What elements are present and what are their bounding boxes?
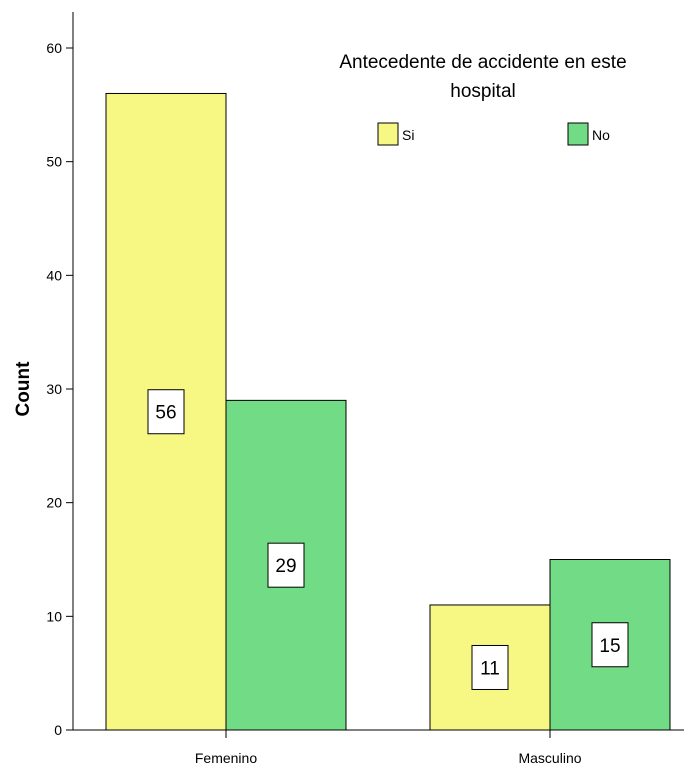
x-tick-label: Femenino	[195, 750, 257, 766]
y-tick-label: 20	[46, 495, 62, 511]
legend-items: Si No	[377, 122, 610, 146]
y-tick-label: 0	[54, 722, 62, 738]
value-label: 29	[275, 556, 296, 577]
y-tick-label: 60	[46, 40, 62, 56]
value-label-box	[147, 389, 185, 435]
value-label-box	[471, 644, 509, 690]
y-tick-label: 10	[46, 608, 62, 624]
y-tick-label: 50	[46, 154, 62, 170]
x-axis: Femenino Masculino	[73, 729, 684, 766]
value-labels: 56 29 11 15	[147, 389, 629, 690]
y-axis-label: Count	[13, 361, 34, 417]
y-tick-label: 40	[46, 267, 62, 283]
y-axis: 0 10 20 30 40 50 60	[46, 12, 74, 738]
bars	[105, 92, 671, 731]
legend: Antecedente de accidente en este hospita…	[339, 52, 627, 146]
value-label: 15	[599, 636, 620, 657]
value-label: 56	[155, 403, 176, 424]
legend-label: No	[592, 127, 610, 143]
value-label-box	[591, 622, 629, 668]
value-label-box	[267, 542, 305, 588]
legend-label: Si	[402, 127, 414, 143]
legend-title-line-2: hospital	[450, 81, 516, 102]
legend-swatch	[377, 122, 399, 146]
legend-title-line-1: Antecedente de accidente en este	[339, 52, 626, 73]
x-tick-label: Masculino	[518, 750, 581, 766]
y-tick-label: 30	[46, 381, 62, 397]
value-label: 11	[480, 658, 500, 679]
legend-swatch	[567, 122, 589, 146]
